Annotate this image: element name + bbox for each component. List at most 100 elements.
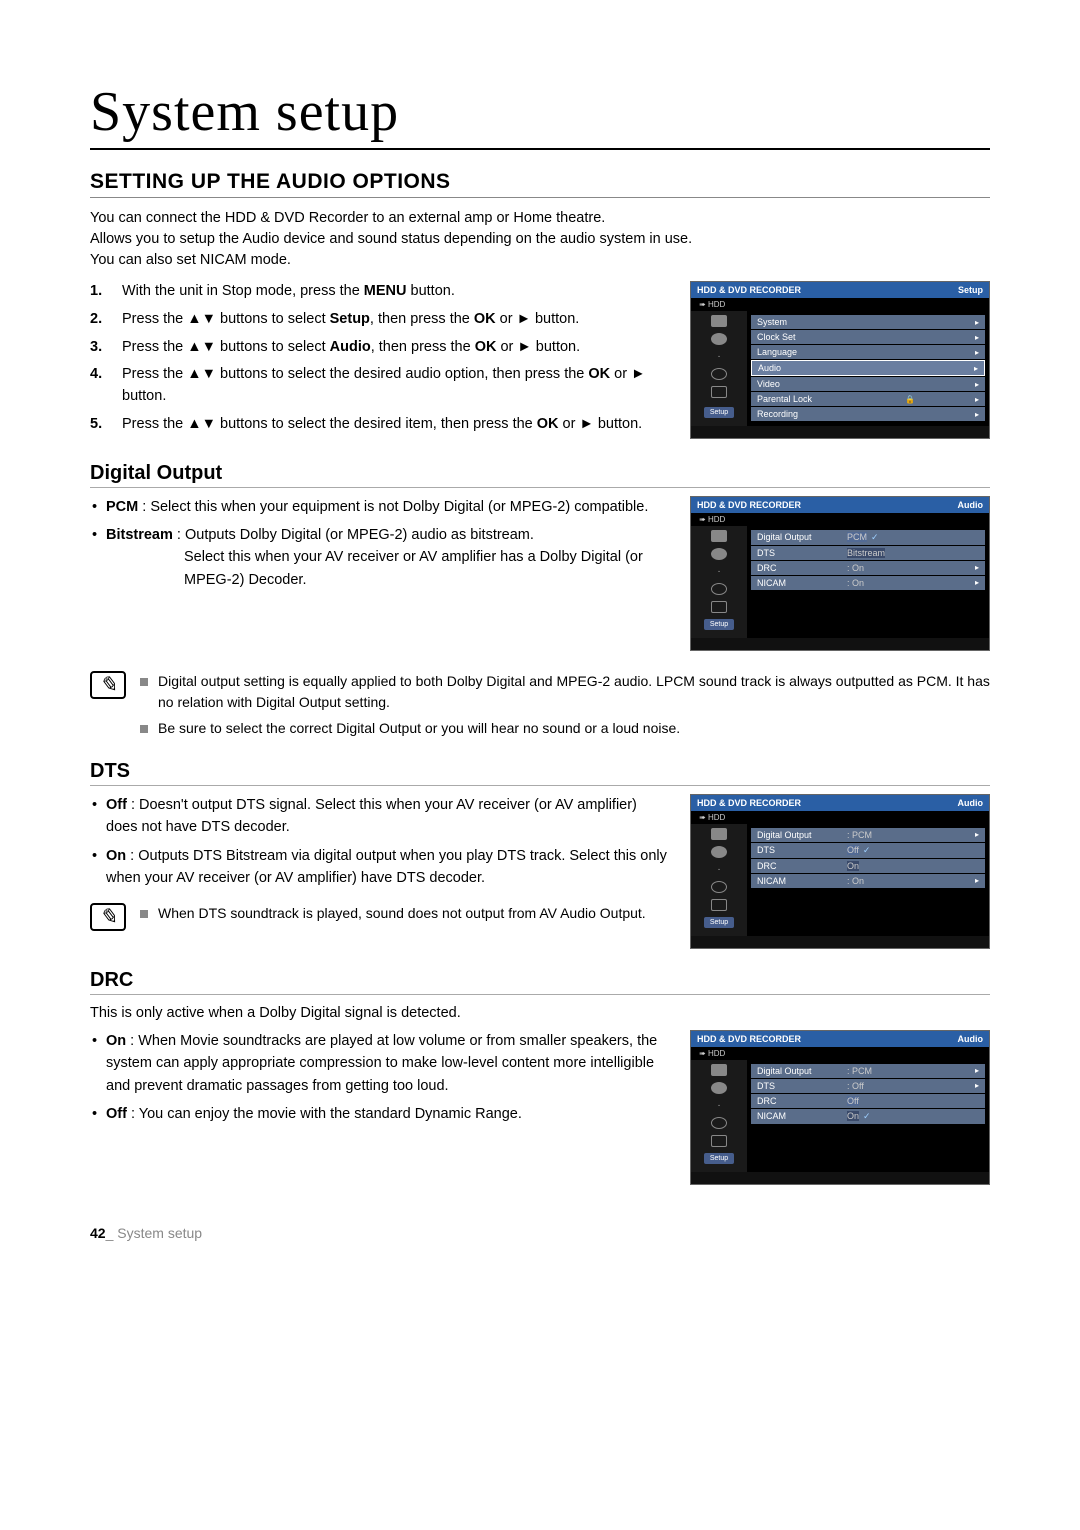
osd-menu-label: Parental Lock — [757, 394, 843, 404]
note-list: Digital output setting is equally applie… — [140, 671, 990, 744]
disc-icon — [711, 333, 727, 345]
note-icon: ✎ — [90, 671, 126, 699]
osd-setup-menu: System▸ Clock Set▸ Language▸ Audio▸ Vide… — [747, 311, 989, 426]
option-name: PCM — [106, 499, 138, 515]
drc-list: On : When Movie soundtracks are played a… — [90, 1030, 672, 1126]
step-text: or ► button. — [496, 339, 580, 355]
osd-hdd-label: HDD — [708, 1049, 725, 1058]
osd-setup-button: Setup — [704, 917, 734, 928]
step-number: 2. — [90, 309, 102, 331]
osd-hdd-label: HDD — [708, 813, 725, 822]
osd-setup-button: Setup — [704, 619, 734, 630]
osd-audio-menu: Digital Output: PCM▸ DTSOff✓ DRCOn NICAM… — [747, 824, 989, 936]
step-text: or ► button. — [559, 416, 643, 432]
osd-digital-output-screenshot: HDD & DVD RECORDERAudio ➠ HDD · Setup Di… — [690, 496, 990, 651]
osd-option-row: DRC: On▸ — [751, 561, 985, 575]
osd-option-label: NICAM — [757, 876, 843, 886]
tv-icon — [711, 530, 727, 542]
step-number: 4. — [90, 364, 102, 386]
step-text: With the unit in Stop mode, press the — [122, 283, 364, 299]
dot-icon: · — [717, 351, 720, 362]
disc-icon — [711, 1082, 727, 1094]
option-name: On — [106, 1033, 126, 1049]
step-item: 2. Press the ▲▼ buttons to select Setup,… — [122, 309, 672, 331]
osd-audio-menu: Digital Output: PCM▸ DTS: Off▸ DRCOff NI… — [747, 1060, 989, 1172]
option-desc: : When Movie soundtracks are played at l… — [106, 1033, 657, 1094]
osd-mode-label: Audio — [958, 798, 984, 808]
osd-option-value: On — [847, 1111, 859, 1121]
step-bold: MENU — [364, 283, 407, 299]
drc-intro: This is only active when a Dolby Digital… — [90, 1003, 990, 1024]
digital-output-heading: Digital Output — [90, 462, 990, 488]
osd-option-row: NICAM: On▸ — [751, 874, 985, 888]
intro-line: You can also set NICAM mode. — [90, 252, 291, 268]
step-bold: Setup — [330, 311, 370, 327]
osd-option-label: Digital Output — [757, 830, 843, 840]
chevron-right-icon: ▸ — [975, 1066, 979, 1075]
dot-icon: · — [717, 566, 720, 577]
tv-icon — [711, 1064, 727, 1076]
osd-option-value: PCM — [852, 1066, 872, 1076]
chevron-right-icon: ▸ — [975, 380, 979, 389]
osd-option-label: Digital Output — [757, 1066, 843, 1076]
osd-setup-button: Setup — [704, 407, 734, 418]
osd-option-row: DTSOff✓ — [751, 843, 985, 858]
tv-icon — [711, 828, 727, 840]
pencil-icon — [711, 1135, 727, 1147]
osd-option-value: Off — [852, 1081, 864, 1091]
step-text: Press the ▲▼ buttons to select — [122, 311, 330, 327]
note-icon: ✎ — [90, 903, 126, 931]
digital-output-notes: ✎ Digital output setting is equally appl… — [90, 671, 990, 744]
chevron-right-icon: ▸ — [975, 563, 979, 572]
check-icon: ✓ — [871, 532, 879, 542]
list-item: Off : Doesn't output DTS signal. Select … — [106, 794, 672, 839]
note-item: When DTS soundtrack is played, sound doe… — [140, 903, 672, 925]
step-text: or ► button. — [496, 311, 580, 327]
step-text: Press the ▲▼ buttons to select the desir… — [122, 416, 537, 432]
disc-icon — [711, 846, 727, 858]
osd-option-value: Bitstream — [847, 548, 885, 558]
osd-option-value: PCM — [847, 532, 867, 542]
step-bold: OK — [588, 366, 610, 382]
chevron-right-icon: ▸ — [975, 876, 979, 885]
osd-hdd-label: HDD — [708, 515, 725, 524]
chevron-right-icon: ▸ — [974, 364, 978, 373]
osd-mode-label: Audio — [958, 500, 984, 510]
step-item: 4. Press the ▲▼ buttons to select the de… — [122, 364, 672, 408]
list-item: On : When Movie soundtracks are played a… — [106, 1030, 672, 1097]
step-number: 5. — [90, 414, 102, 436]
intro-line: Allows you to setup the Audio device and… — [90, 231, 692, 247]
osd-option-label: NICAM — [757, 578, 843, 588]
option-name: Bitstream — [106, 527, 173, 543]
check-icon: ✓ — [863, 845, 871, 855]
dts-row: Off : Doesn't output DTS signal. Select … — [90, 794, 990, 949]
osd-option-value: Off — [847, 1096, 859, 1106]
osd-audio-menu: Digital OutputPCM✓ DTSBitstream DRC: On▸… — [747, 526, 989, 638]
option-desc: : You can enjoy the movie with the stand… — [127, 1106, 522, 1122]
step-bold: OK — [475, 339, 497, 355]
osd-hdd-label: HDD — [708, 300, 725, 309]
osd-setup-screenshot: HDD & DVD RECORDER Setup ➠ HDD · Setup S… — [690, 281, 990, 439]
chevron-right-icon: ▸ — [975, 318, 979, 327]
clock-icon — [711, 881, 727, 893]
osd-menu-item-selected: Audio▸ — [751, 360, 985, 376]
dts-list: Off : Doesn't output DTS signal. Select … — [90, 794, 672, 890]
osd-menu-item: Language▸ — [751, 345, 985, 359]
step-text: Press the ▲▼ buttons to select — [122, 339, 330, 355]
section-heading: SETTING UP THE AUDIO OPTIONS — [90, 170, 990, 198]
pencil-icon — [711, 386, 727, 398]
chevron-right-icon: ▸ — [975, 395, 979, 404]
osd-option-label: DRC — [757, 861, 843, 871]
dts-heading: DTS — [90, 760, 990, 786]
clock-icon — [711, 368, 727, 380]
osd-menu-label: Video — [757, 379, 843, 389]
chevron-right-icon: ▸ — [975, 578, 979, 587]
tv-icon — [711, 315, 727, 327]
osd-option-row: DTS: Off▸ — [751, 1079, 985, 1093]
intro-line: You can connect the HDD & DVD Recorder t… — [90, 210, 605, 226]
option-desc: : Select this when your equipment is not… — [138, 499, 648, 515]
chevron-right-icon: ▸ — [975, 333, 979, 342]
step-text: Press the ▲▼ buttons to select the desir… — [122, 366, 588, 382]
osd-sidebar: · Setup — [691, 526, 747, 638]
osd-title: HDD & DVD RECORDER — [697, 1034, 801, 1044]
